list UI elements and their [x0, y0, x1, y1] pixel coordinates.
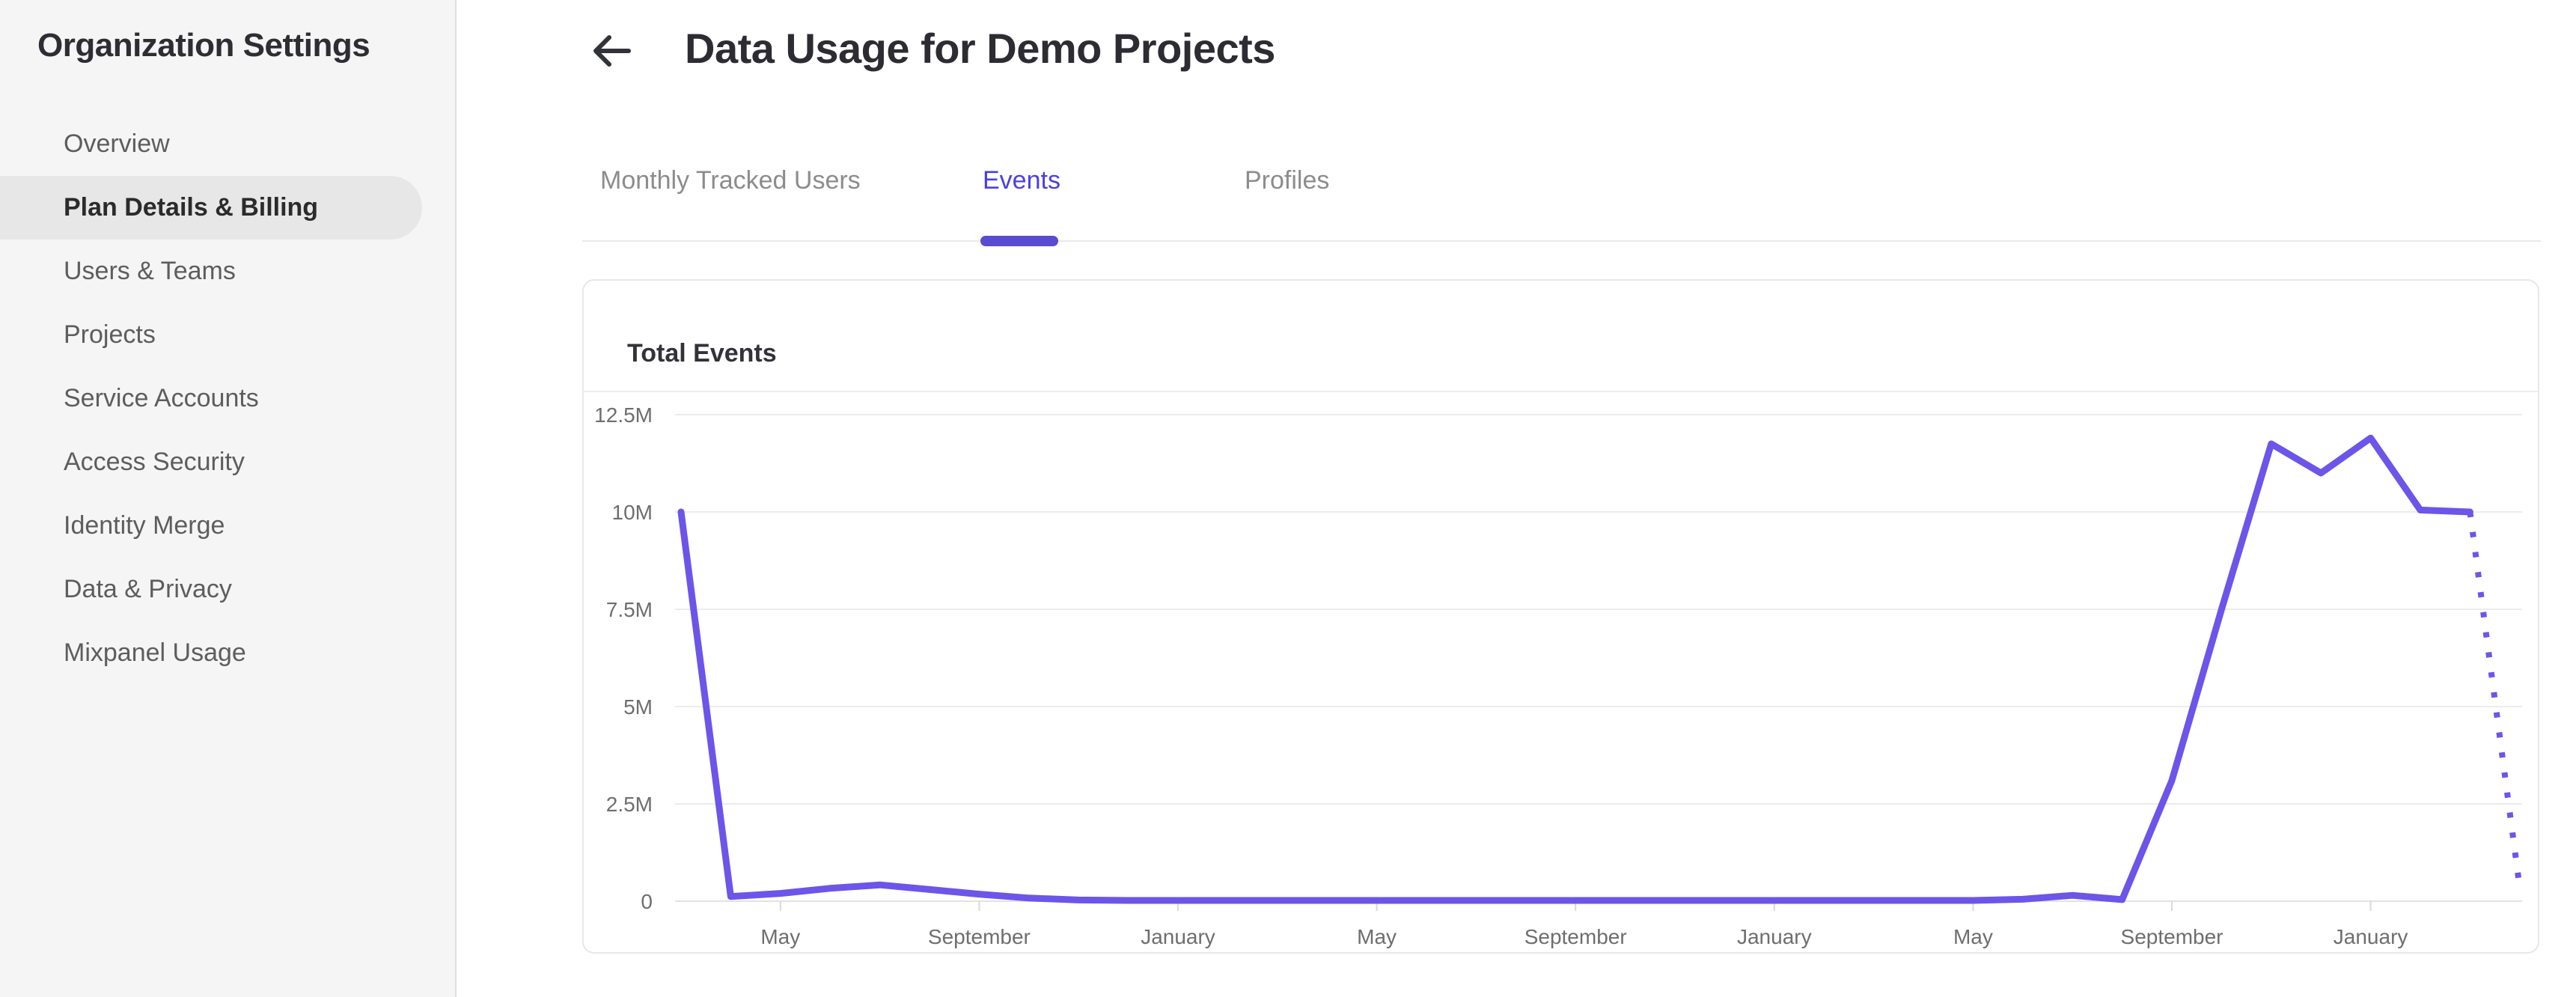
sidebar-nav: Overview Plan Details & Billing Users & Te…	[0, 112, 455, 685]
sidebar-item-label: Data & Privacy	[64, 575, 232, 603]
sidebar-item-label: Plan Details & Billing	[64, 193, 319, 222]
sidebar-item-data-and-privacy[interactable]: Data & Privacy	[0, 558, 422, 621]
y-axis-label: 12.5M	[594, 403, 653, 427]
x-axis-label: September	[1524, 925, 1627, 948]
x-axis-label: May	[1357, 925, 1397, 948]
y-axis-label: 7.5M	[606, 598, 653, 621]
tab-events[interactable]: Events	[983, 166, 1060, 195]
x-axis-label: January	[1141, 925, 1215, 948]
x-axis-label: January	[1737, 925, 1812, 948]
sidebar-item-identity-merge[interactable]: Identity Merge	[0, 494, 422, 558]
sidebar-item-label: Service Accounts	[64, 384, 259, 412]
sidebar-item-service-accounts[interactable]: Service Accounts	[0, 367, 422, 430]
events-series-line	[677, 434, 2473, 904]
sidebar-item-projects[interactable]: Projects	[0, 303, 422, 367]
tab-bar: Monthly Tracked Users Events Profiles	[458, 0, 2576, 247]
tab-profiles[interactable]: Profiles	[1245, 166, 1330, 195]
sidebar-title: Organization Settings	[37, 27, 370, 64]
chart-title: Total Events	[627, 339, 777, 368]
x-axis-label: May	[760, 925, 800, 948]
sidebar-item-access-security[interactable]: Access Security	[0, 430, 422, 494]
sidebar-item-users-and-teams[interactable]: Users & Teams	[0, 240, 422, 303]
left-arrow-icon	[593, 35, 631, 67]
x-axis-label: January	[2334, 925, 2408, 948]
sidebar-item-label: Identity Merge	[64, 511, 225, 540]
y-axis-label: 2.5M	[606, 793, 653, 816]
sidebar-item-label: Mixpanel Usage	[64, 638, 246, 667]
chart-card-header: Total Events	[584, 281, 2538, 392]
y-axis-label: 0	[641, 890, 653, 913]
sidebar-item-label: Projects	[64, 320, 156, 349]
sidebar-item-plan-details-and-billing[interactable]: Plan Details & Billing	[0, 176, 422, 240]
sidebar-item-mixpanel-usage[interactable]: Mixpanel Usage	[0, 621, 422, 685]
x-axis-label: May	[1953, 925, 1993, 948]
tab-monthly-tracked-users[interactable]: Monthly Tracked Users	[600, 166, 861, 195]
events-series-projected-segment	[2467, 511, 2523, 888]
page-title: Data Usage for Demo Projects	[685, 25, 1275, 72]
sidebar: Organization Settings Overview Plan Detai…	[0, 0, 457, 997]
back-button[interactable]	[590, 28, 635, 73]
y-axis-label: 5M	[623, 695, 653, 719]
sidebar-item-label: Access Security	[64, 448, 245, 476]
chart-card: Total Events 12.5M 10M 7.5M 5M 2.5M 0 May Septe…	[582, 279, 2539, 954]
total-events-line-chart: 12.5M 10M 7.5M 5M 2.5M 0 May September January Ma…	[594, 403, 2523, 948]
x-axis-label: September	[2121, 925, 2224, 948]
sidebar-item-overview[interactable]: Overview	[0, 112, 422, 176]
active-tab-indicator	[980, 236, 1058, 246]
sidebar-item-label: Overview	[64, 129, 170, 158]
main-content: Data Usage for Demo Projects Monthly Tra…	[458, 0, 2576, 997]
sidebar-item-label: Users & Teams	[64, 257, 236, 285]
y-axis-label: 10M	[612, 501, 653, 524]
x-axis-label: September	[928, 925, 1031, 948]
tabs-divider	[582, 240, 2541, 242]
